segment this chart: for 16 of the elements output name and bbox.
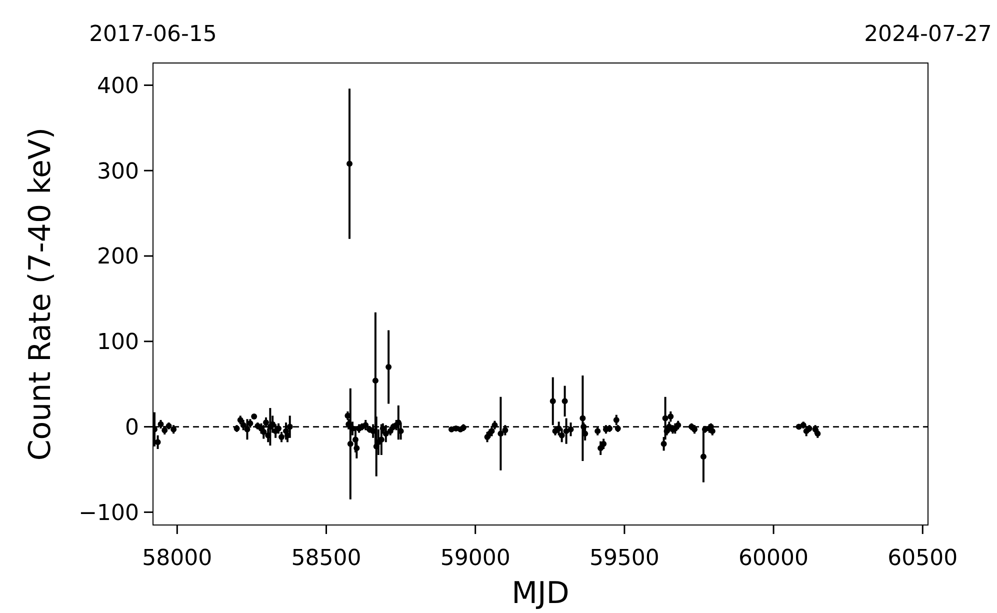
y-tick-label: 200 <box>97 244 139 270</box>
y-tick-label: 400 <box>97 74 139 99</box>
x2-tick-label: 2024-07-27 <box>864 22 992 47</box>
x-tick-label: 59500 <box>589 546 660 571</box>
x2-tick-label: 2017-06-15 <box>89 22 217 47</box>
y-tick-label: 0 <box>125 415 139 440</box>
x-tick-label: 60000 <box>738 546 809 571</box>
x-tick-label: 60500 <box>888 546 958 571</box>
x-axis-title: MJD <box>512 576 570 611</box>
x-tick-label: 58500 <box>291 546 362 571</box>
x-tick-label: 59000 <box>440 546 510 571</box>
x-tick-label: 58000 <box>142 546 212 571</box>
y-axis-title: Count Rate (7-40 keV) <box>23 127 58 461</box>
y-tick-label: 300 <box>97 159 139 184</box>
y-tick-label: 100 <box>97 330 139 356</box>
y-tick-label: −100 <box>78 500 139 526</box>
